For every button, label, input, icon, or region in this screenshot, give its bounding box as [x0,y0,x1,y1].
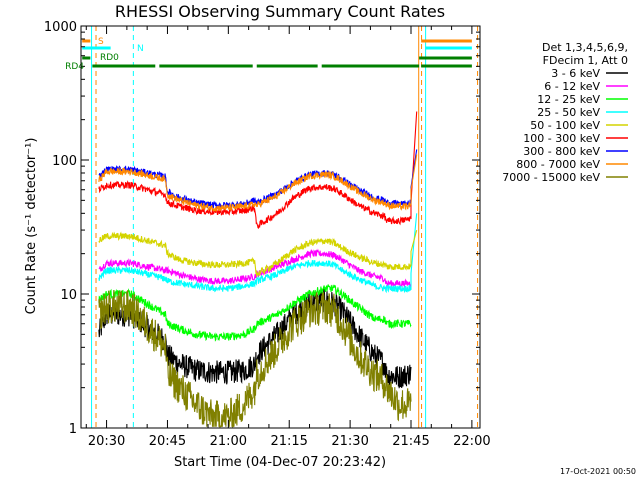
legend-label-800-7000-kev: 800 - 7000 keV [516,158,600,171]
status-label-n: N [137,44,144,54]
legend-header-line-1: Det 1,3,4,5,6,9, [542,41,628,54]
y-tick-label: 1000 [44,20,77,35]
x-tick-label: 21:45 [392,434,429,449]
series-line-7000-15000-kev [98,290,412,428]
series-line-50-100-kev [98,229,418,277]
y-tick-label: 100 [52,154,77,169]
legend-label-7000-15000-kev: 7000 - 15000 keV [502,171,600,184]
y-axis-label: Count Rate (s⁻¹ detector⁻¹) [24,138,39,315]
series-line-100-300-kev [98,111,418,229]
x-tick-label: 21:15 [270,434,307,449]
series-line-6-12-kev [98,248,412,289]
legend-label-12-25-kev: 12 - 25 keV [537,93,600,106]
plot-clipped-area [82,26,479,428]
status-label-rd4: RD4 [65,62,84,72]
status-label-rd0: RD0 [100,53,119,63]
legend-header-line-2: FDecim 1, Att 0 [543,54,628,67]
legend-label-50-100-kev: 50 - 100 keV [530,119,600,132]
legend-label-25-50-kev: 25 - 50 keV [537,106,600,119]
x-tick-label: 20:45 [149,434,186,449]
x-tick-label: 20:30 [88,434,125,449]
x-tick-label: 22:00 [453,434,490,449]
legend-label-3-6-kev: 3 - 6 keV [551,67,600,80]
y-tick-label: 10 [60,288,77,303]
x-tick-label: 21:00 [210,434,247,449]
legend-label-300-800-kev: 300 - 800 keV [523,145,600,158]
legend-label-6-12-kev: 6 - 12 keV [544,80,600,93]
x-tick-label: 21:30 [331,434,368,449]
series-line-300-800-kev [98,149,418,210]
series-line-800-7000-kev [98,154,418,213]
y-tick-label: 1 [69,422,77,437]
legend-label-100-300-kev: 100 - 300 keV [523,132,600,145]
series-line-25-50-kev [98,213,418,294]
status-label-s: S [98,37,104,47]
footer-timestamp: 17-Oct-2021 00:50 [560,467,636,476]
series-line-12-25-kev [98,284,412,342]
x-axis-label: Start Time (04-Dec-07 20:23:42) [174,455,386,470]
chart-title: RHESSI Observing Summary Count Rates [115,2,445,21]
plot-frame [80,25,481,429]
plot-layer: 20:30 20:45 21:00 21:15 21:30 21:45 22:00 1 10 10… [44,20,491,449]
